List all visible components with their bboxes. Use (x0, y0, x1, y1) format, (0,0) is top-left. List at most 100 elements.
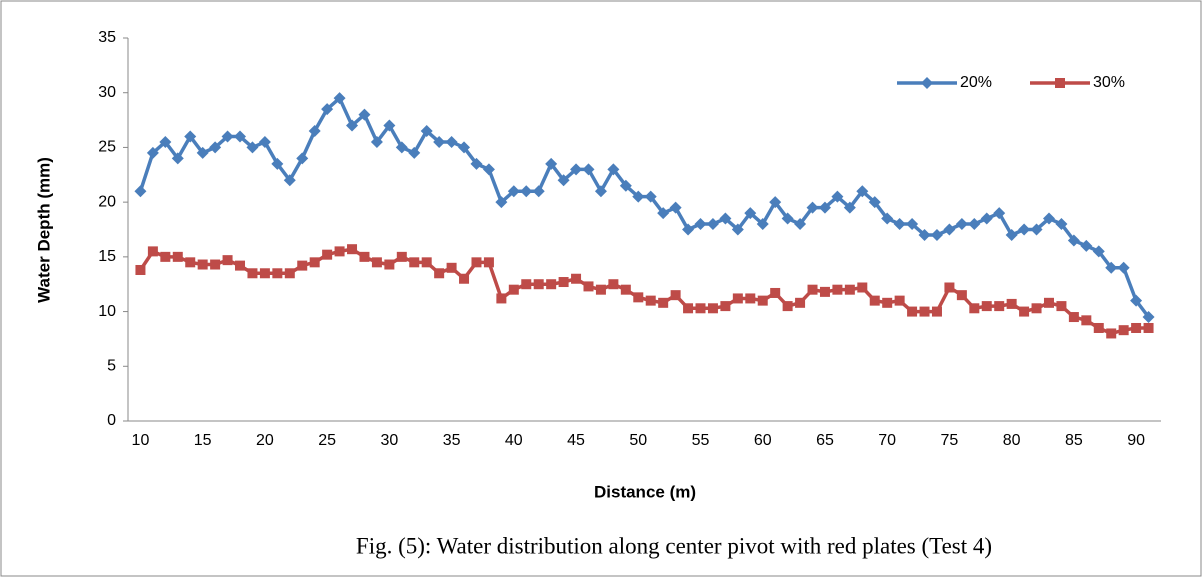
marker (1131, 322, 1142, 333)
y-tick-label: 15 (98, 248, 116, 265)
marker (819, 286, 830, 297)
marker (210, 259, 221, 270)
marker (757, 295, 768, 306)
y-tick-label: 5 (107, 358, 116, 375)
marker (171, 152, 184, 165)
marker (521, 279, 532, 290)
x-tick-label: 35 (443, 432, 461, 449)
marker (918, 228, 931, 241)
marker (321, 103, 334, 116)
marker (881, 212, 894, 225)
marker (868, 196, 881, 209)
marker (558, 277, 569, 288)
marker (1106, 328, 1117, 339)
marker (546, 279, 557, 290)
marker (669, 201, 682, 214)
marker (1055, 78, 1065, 88)
marker (196, 146, 209, 159)
x-tick-label: 75 (941, 432, 959, 449)
x-tick-label: 20 (256, 432, 274, 449)
marker (921, 77, 933, 89)
marker (359, 251, 370, 262)
marker (446, 262, 457, 273)
marker (1093, 322, 1104, 333)
x-axis-label: Distance (m) (594, 482, 696, 501)
x-tick-label: 60 (754, 432, 772, 449)
marker (683, 303, 694, 314)
marker (333, 92, 346, 105)
marker (434, 268, 445, 279)
marker (471, 257, 482, 268)
marker (383, 119, 396, 132)
marker (370, 135, 383, 148)
marker (1143, 322, 1154, 333)
marker (981, 301, 992, 312)
marker (433, 135, 446, 148)
marker (869, 295, 880, 306)
marker (744, 207, 757, 220)
marker (645, 295, 656, 306)
x-tick-label: 25 (318, 432, 336, 449)
marker (247, 268, 258, 279)
marker (943, 223, 956, 236)
marker (608, 279, 619, 290)
marker (856, 185, 869, 198)
marker (209, 141, 222, 154)
marker (795, 297, 806, 308)
marker (533, 279, 544, 290)
marker (160, 251, 171, 262)
marker (857, 282, 868, 293)
marker (944, 282, 955, 293)
marker (1130, 294, 1143, 307)
marker (420, 125, 433, 138)
marker (1030, 223, 1043, 236)
marker (980, 212, 993, 225)
marker (1019, 306, 1030, 317)
marker (458, 141, 471, 154)
marker (607, 163, 620, 176)
marker (1005, 228, 1018, 241)
marker (682, 223, 695, 236)
marker (235, 260, 246, 271)
x-tick-label: 30 (380, 432, 398, 449)
marker (459, 273, 470, 284)
marker (633, 292, 644, 303)
marker (271, 157, 284, 170)
x-tick-label: 40 (505, 432, 523, 449)
marker (259, 268, 270, 279)
marker (322, 249, 333, 260)
marker (496, 293, 507, 304)
x-tick-label: 55 (692, 432, 710, 449)
marker (594, 185, 607, 198)
marker (234, 130, 247, 143)
marker (470, 157, 483, 170)
marker (707, 303, 718, 314)
marker (172, 251, 183, 262)
x-tick-label: 65 (816, 432, 834, 449)
marker (557, 174, 570, 187)
caption: Fig. (5): Water distribution along cente… (356, 533, 992, 558)
marker (1043, 297, 1054, 308)
marker (720, 301, 731, 312)
marker (770, 287, 781, 298)
marker (694, 218, 707, 231)
marker (657, 207, 670, 220)
marker (993, 207, 1006, 220)
marker (719, 212, 732, 225)
marker (794, 218, 807, 231)
marker (1042, 212, 1055, 225)
marker (482, 163, 495, 176)
marker (1105, 261, 1118, 274)
marker (184, 130, 197, 143)
marker (595, 284, 606, 295)
marker (769, 196, 782, 209)
marker (844, 284, 855, 295)
marker (644, 190, 657, 203)
y-tick-label: 10 (98, 303, 116, 320)
x-tick-label: 50 (629, 432, 647, 449)
marker (222, 255, 233, 266)
marker (1031, 303, 1042, 314)
marker (906, 218, 919, 231)
marker (1081, 315, 1092, 326)
